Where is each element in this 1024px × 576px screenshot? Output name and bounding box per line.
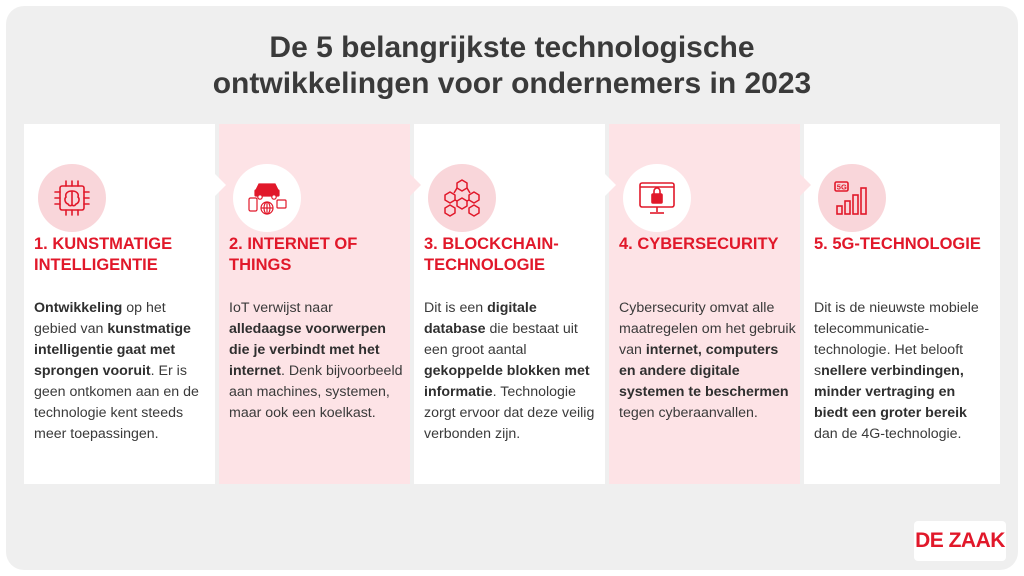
card-body: IoT verwijst naar alledaagse voorwerpen … — [229, 298, 407, 424]
body-segment: gekoppelde blokken met informatie — [424, 363, 590, 400]
5g-signal-icon: 5G — [818, 164, 886, 232]
card-heading: 5. 5G-TECHNOLOGIE — [814, 235, 981, 253]
body-segment: . Technologie zorgt ervoor dat deze veil… — [424, 384, 595, 442]
card-kunstmatige-intelligentie: 1. KUNSTMATIGE INTELLIGENTIE Ontwikkelin… — [24, 124, 226, 484]
card-arrow-notch — [605, 174, 616, 196]
page-title: De 5 belangrijkste technologische ontwik… — [0, 30, 1024, 102]
card-arrow-notch — [410, 174, 421, 196]
5g-icon-label: 5G — [837, 183, 847, 192]
body-segment: kunstmatige intelligentie gaat met spron… — [34, 321, 191, 379]
body-segment: digitale database — [424, 300, 537, 337]
card-arrow-notch — [800, 174, 811, 196]
card-heading: 3. BLOCKCHAIN-TECHNOLOGIE — [424, 235, 559, 274]
body-segment: die bestaat uit een groot aantal — [424, 321, 578, 358]
de-zaak-logo: DE ZAAK — [914, 521, 1006, 561]
card-heading: 2. INTERNET OF THINGS — [229, 235, 358, 274]
body-segment: IoT verwijst naar — [229, 300, 333, 316]
card-heading: 1. KUNSTMATIGE INTELLIGENTIE — [34, 235, 173, 274]
connected-devices-icon — [233, 164, 301, 232]
card-body: Dit is een digitale database die bestaat… — [424, 298, 602, 445]
monitor-lock-icon — [623, 164, 691, 232]
title-line-1: De 5 belangrijkste technologische — [269, 31, 755, 64]
card-blockchain-technologie: 3. BLOCKCHAIN-TECHNOLOGIE Dit is een dig… — [414, 124, 616, 484]
body-segment: Ontwikkeling — [34, 300, 123, 316]
card-internet-of-things: 2. INTERNET OF THINGS IoT verwijst naar … — [219, 124, 421, 484]
body-segment: Cybersecurity omvat alle maatregelen om … — [619, 300, 796, 358]
card-body: Dit is de nieuwste mobiele telecommunica… — [814, 298, 992, 445]
body-segment: internet, computers en andere digitale s… — [619, 342, 789, 400]
card-body: Ontwikkeling op het gebied van kunstmati… — [34, 298, 212, 445]
body-segment: tegen cyberaanvallen. — [619, 405, 758, 421]
body-segment: dan de 4G-technologie. — [814, 426, 962, 442]
blockchain-cubes-icon — [428, 164, 496, 232]
body-segment: alledaagse voorwerpen die je verbindt me… — [229, 321, 386, 379]
body-segment: op het gebied van — [34, 300, 166, 337]
body-segment: Dit is de nieuwste mobiele telecommunica… — [814, 300, 979, 379]
card-heading: 4. CYBERSECURITY — [619, 235, 779, 253]
card-body: Cybersecurity omvat alle maatregelen om … — [619, 298, 797, 424]
body-segment: Dit is een — [424, 300, 488, 316]
card-5g-technologie: 5G 5. 5G-TECHNOLOGIE Dit is de nieuwste … — [804, 124, 1000, 484]
body-segment: . Denk bijvoorbeeld aan machines, system… — [229, 363, 403, 421]
title-line-2: ontwikkelingen voor ondernemers in 2023 — [212, 67, 812, 100]
body-segment: nellere verbindingen, minder vertraging … — [814, 363, 967, 421]
card-cybersecurity: 4. CYBERSECURITY Cybersecurity omvat all… — [609, 124, 811, 484]
card-arrow-notch — [215, 174, 226, 196]
body-segment: . Er is geen ontkomen aan en de technolo… — [34, 363, 199, 442]
brain-chip-icon — [38, 164, 106, 232]
